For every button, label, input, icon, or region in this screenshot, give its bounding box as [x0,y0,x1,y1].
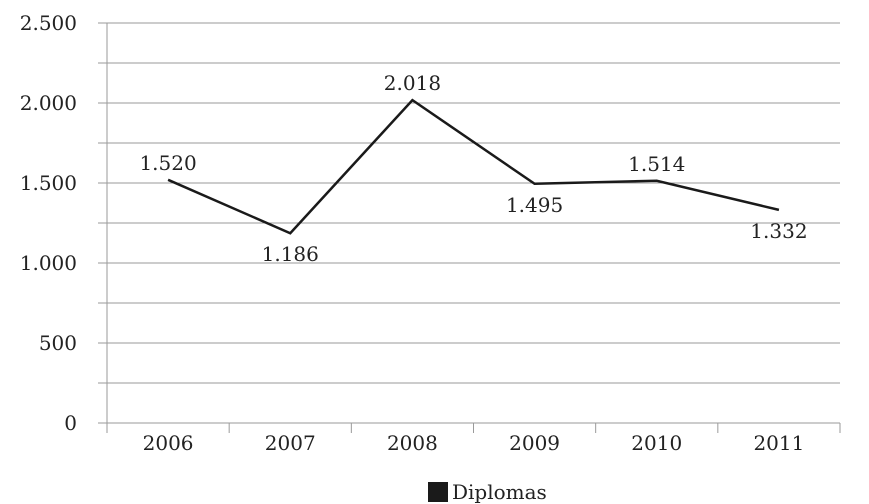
legend-label-diplomas: Diplomas [452,480,547,504]
y-tick-label: 500 [39,331,77,355]
x-axis-tick-labels: 2006 2007 2008 2009 2010 2011 [143,431,805,455]
data-label: 1.332 [750,219,807,243]
gridlines [107,22,840,384]
x-tick-label: 2006 [143,431,194,455]
series-line-diplomas [167,98,780,235]
data-label: 1.514 [628,152,685,176]
y-tick-label: 0 [64,411,77,435]
y-tick-label: 1.500 [20,171,77,195]
y-tick-label: 2.500 [20,11,77,35]
data-label: 1.520 [139,151,196,175]
x-tick-label: 2009 [509,431,560,455]
data-label: 2.018 [384,71,441,95]
x-tick-label: 2007 [265,431,316,455]
axes [98,22,841,433]
y-tick-label: 2.000 [20,91,77,115]
data-label: 1.495 [506,193,563,217]
legend-swatch-diplomas [428,482,448,502]
x-tick-label: 2008 [387,431,438,455]
y-axis-tick-labels: 0 500 1.000 1.500 2.000 2.500 [20,11,77,435]
data-label: 1.186 [262,242,319,266]
x-tick-label: 2010 [631,431,682,455]
x-tick-label: 2011 [753,431,804,455]
series-lines [167,98,780,235]
y-tick-label: 1.000 [20,251,77,275]
data-labels: 1.520 1.186 2.018 1.495 1.514 1.332 [139,71,807,266]
legend: Diplomas [428,480,547,504]
